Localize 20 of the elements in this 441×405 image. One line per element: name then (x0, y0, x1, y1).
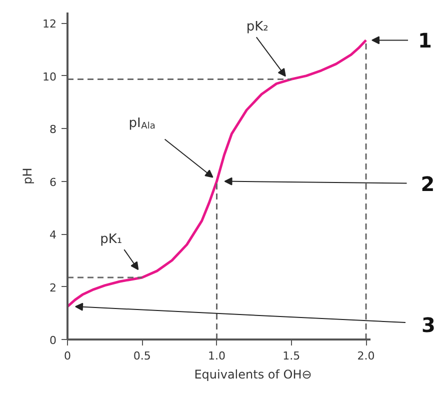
y-axis-title: pH (20, 168, 35, 184)
y-tick-label: 4 (50, 228, 56, 242)
x-tick-label: 0.5 (133, 350, 151, 362)
y-tick-label: 8 (50, 123, 56, 136)
annotation: 3 (422, 313, 436, 338)
annotation: 2 (420, 172, 435, 196)
annotation: pK₂ (246, 20, 268, 35)
annotation: 1 (418, 28, 432, 53)
x-tick-label: 1.5 (282, 350, 300, 362)
y-tick-label: 0 (50, 334, 56, 347)
y-tick-label: 10 (42, 70, 57, 84)
annotation: pK₁ (100, 232, 122, 248)
y-tick-label: 2 (50, 281, 56, 294)
x-tick-label: 0 (64, 350, 71, 362)
x-axis-title: Equivalents of OH⊖ (194, 368, 312, 382)
line-series (68, 38, 368, 308)
y-tick-label: 6 (50, 176, 56, 189)
x-tick-label: 1.0 (208, 350, 226, 362)
y-tick-label: 12 (42, 18, 57, 31)
x-tick-label: 2.0 (357, 350, 375, 362)
